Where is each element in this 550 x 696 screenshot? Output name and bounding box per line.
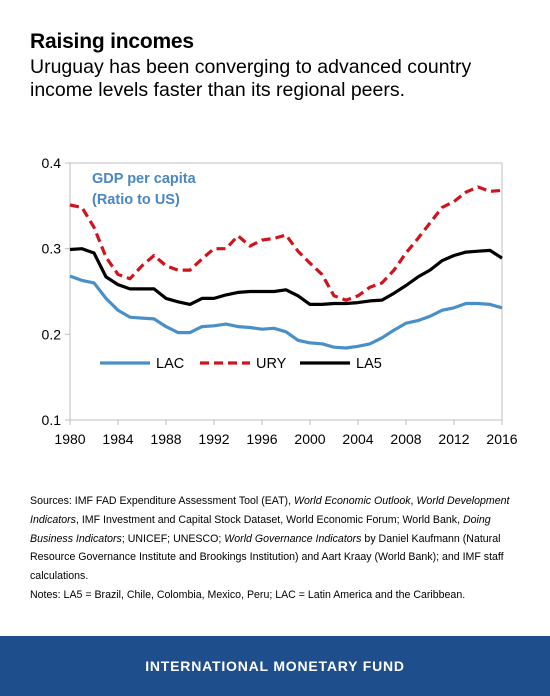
series-line-la5 xyxy=(69,247,503,306)
sources-text-4: ; UNICEF; UNESCO; xyxy=(121,532,225,545)
x-tick-label: 1992 xyxy=(198,431,229,447)
y-tick-label: 0.1 xyxy=(42,412,62,428)
sources-weo: World Economic Outlook xyxy=(293,495,411,507)
x-tick-label: 1984 xyxy=(102,431,133,447)
x-tick-label: 1996 xyxy=(246,431,277,447)
sources-text-5: by Daniel Kaufmann (Natural Resource Gov… xyxy=(30,532,504,583)
sources-wgi: World Governance Indicators xyxy=(224,532,362,545)
x-tick-label: 1988 xyxy=(150,431,181,447)
chart-inner-title: GDP per capita xyxy=(92,171,197,187)
plot-frame xyxy=(69,162,503,421)
notes-text: Notes: LA5 = Brazil, Chile, Colombia, Me… xyxy=(30,588,466,601)
x-tick-label: 2016 xyxy=(486,431,517,447)
x-tick-label: 2000 xyxy=(294,431,325,447)
sources-note: Sources: IMF FAD Expenditure Assessment … xyxy=(30,492,525,605)
page-subtitle: Uruguay has been converging to advanced … xyxy=(30,56,472,101)
x-tick-label: 2012 xyxy=(438,431,469,447)
series-line-lac xyxy=(69,274,503,350)
sources-wdi: World Development Indicators xyxy=(30,495,510,526)
legend-label-ury: URY xyxy=(256,356,287,372)
x-tick-label: 2004 xyxy=(342,431,373,447)
y-tick-label: 0.2 xyxy=(42,326,62,342)
legend-label-lac: LAC xyxy=(156,356,184,372)
gdp-per-capita-chart: 0.1 0.2 0.3 0.4 1980 1984 1988 1992 1996 2000 200… xyxy=(42,155,518,447)
legend-label-la5: LA5 xyxy=(356,356,382,372)
sources-text-3: , IMF Investment and Capital Stock Datas… xyxy=(75,513,463,526)
chart-inner-subtitle: (Ratio to US) xyxy=(92,192,180,208)
page-title: Raising incomes xyxy=(30,30,194,53)
series-line-ury xyxy=(69,185,503,302)
y-tick-label: 0.3 xyxy=(42,241,62,257)
footer-banner: INTERNATIONAL MONETARY FUND xyxy=(0,636,550,696)
footer-org-name: INTERNATIONAL MONETARY FUND xyxy=(145,658,405,674)
y-tick-label: 0.4 xyxy=(42,155,62,171)
sources-doing-business: Doing Business Indicators xyxy=(30,513,491,545)
chart-legend: LAC URY LA5 xyxy=(100,356,382,372)
x-tick-label: 2008 xyxy=(390,431,421,447)
sources-text-2: , xyxy=(410,495,417,507)
x-tick-label: 1980 xyxy=(54,431,85,447)
sources-text-1: Sources: IMF FAD Expenditure Assessment … xyxy=(30,495,294,507)
